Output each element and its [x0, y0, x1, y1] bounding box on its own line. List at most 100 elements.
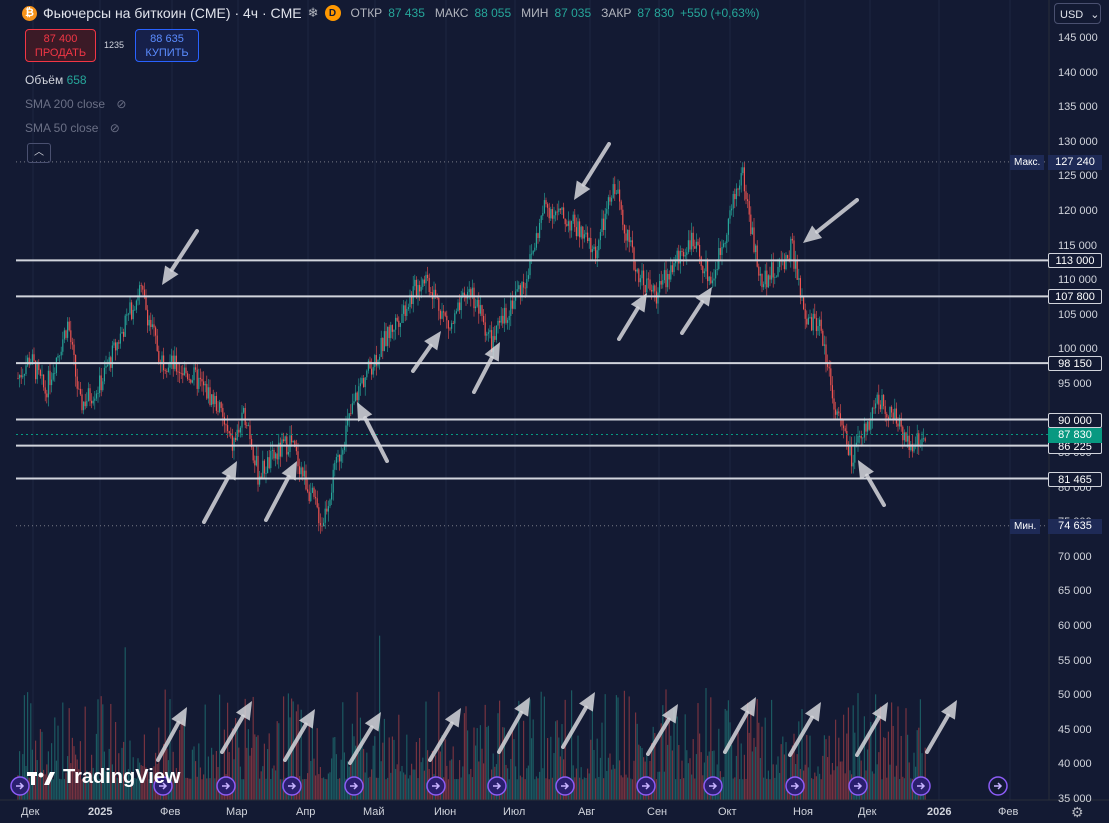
marker-arrow — [350, 782, 359, 790]
candle-body — [395, 317, 397, 330]
candle-body — [753, 227, 755, 253]
volume-bar — [260, 771, 262, 800]
candle-body — [633, 247, 635, 270]
volume-bar — [689, 758, 691, 800]
volume-bar — [30, 703, 32, 800]
volume-bar — [542, 768, 544, 800]
tradingview-logo[interactable]: TradingView — [27, 766, 180, 789]
candle-body — [435, 289, 437, 298]
volume-bar — [65, 772, 67, 800]
volume-bar — [268, 733, 270, 800]
volume-bar — [406, 734, 408, 800]
volume-bar — [777, 756, 779, 800]
volume-bar — [276, 721, 278, 800]
volume-bar — [841, 761, 843, 800]
data-badge[interactable]: D — [324, 5, 341, 21]
volume-indicator[interactable]: Объём 658 — [25, 73, 87, 87]
candle-body — [849, 445, 851, 455]
volume-bar — [412, 769, 414, 800]
buy-button[interactable]: 88 635 КУПИТЬ — [135, 29, 199, 62]
volume-bar — [102, 704, 104, 800]
volume-bar — [916, 730, 918, 800]
eye-off-icon[interactable]: ⊘ — [109, 121, 120, 135]
volume-bar — [724, 708, 726, 800]
volume-bar — [243, 779, 245, 800]
candle-body — [198, 377, 200, 389]
volume-bar — [804, 764, 806, 800]
candle-body — [577, 221, 579, 237]
candle-body — [907, 435, 909, 442]
price-tick-label: 135 000 — [1058, 101, 1098, 114]
dividends-icon — [487, 776, 507, 796]
open-label: ОТКР — [350, 6, 383, 20]
candle-body — [367, 360, 369, 371]
volume-bar — [670, 735, 672, 800]
candle-body — [417, 285, 419, 298]
candle-body — [708, 276, 710, 282]
snowflake-icon[interactable]: ❄ — [307, 5, 319, 20]
volume-bar — [191, 749, 193, 800]
candle-body — [540, 215, 542, 223]
volume-bar — [38, 774, 40, 800]
sell-button[interactable]: 87 400 ПРОДАТЬ — [25, 29, 96, 62]
volume-bar — [451, 759, 453, 800]
volume-bar — [889, 764, 891, 800]
price-tick-label: 105 000 — [1058, 308, 1098, 321]
volume-bar — [782, 736, 784, 800]
currency-selector[interactable]: USD ⌄ — [1054, 3, 1101, 24]
volume-bar — [326, 779, 328, 800]
gear-icon[interactable]: ⚙ — [1071, 804, 1084, 820]
chevron-up-icon[interactable]: ︿ — [27, 143, 51, 163]
candle-body — [521, 281, 523, 297]
volume-bar — [148, 779, 150, 800]
volume-bar — [241, 779, 243, 800]
candle-body — [246, 425, 248, 426]
volume-bar — [519, 775, 521, 800]
sma200-indicator[interactable]: SMA 200 close ⊘ — [25, 97, 126, 111]
volume-bar — [812, 779, 814, 800]
candle-body — [903, 432, 905, 441]
annotation-arrow — [264, 461, 297, 522]
candle-body — [836, 411, 838, 415]
eye-off-icon[interactable]: ⊘ — [116, 97, 127, 111]
volume-bar — [548, 779, 550, 800]
candle-body — [841, 420, 843, 426]
volume-bar — [839, 761, 841, 800]
marker-arrow — [222, 782, 231, 790]
volume-bar — [614, 768, 616, 800]
volume-bar — [817, 766, 819, 800]
candle-body — [252, 447, 254, 461]
arrow-head — [630, 293, 647, 313]
candle-body — [913, 446, 915, 452]
arrow-head — [579, 692, 595, 712]
volume-bar — [718, 728, 720, 800]
candle-body — [143, 289, 145, 298]
volume-bar — [73, 746, 75, 800]
price-tick-label: 130 000 — [1058, 135, 1098, 148]
price-tick-label: 145 000 — [1058, 32, 1098, 44]
volume-bar — [227, 702, 229, 800]
volume-bar — [828, 735, 830, 800]
candle-body — [601, 218, 603, 233]
volume-bar — [187, 777, 189, 800]
volume-bar — [604, 694, 606, 800]
candle-body — [623, 224, 625, 234]
symbol-title[interactable]: Фьючерсы на биткоин (CME) · 4ч · CME — [43, 5, 302, 21]
level-price-tag: 90 000 — [1048, 412, 1102, 428]
candle-body — [102, 381, 104, 391]
candle-body — [124, 315, 126, 337]
volume-bar — [726, 710, 728, 800]
candle-body — [499, 320, 501, 323]
candle-body — [505, 307, 507, 323]
volume-bar — [366, 752, 368, 800]
candle-body — [87, 388, 89, 401]
time-tick-label: Май — [363, 806, 385, 818]
volume-bar — [423, 770, 425, 800]
arrow-head — [941, 700, 957, 720]
volume-bar — [19, 751, 21, 800]
volume-bar — [657, 771, 659, 800]
arrow-head — [444, 708, 461, 728]
sma50-indicator[interactable]: SMA 50 close ⊘ — [25, 121, 120, 135]
candle-body — [153, 324, 155, 328]
